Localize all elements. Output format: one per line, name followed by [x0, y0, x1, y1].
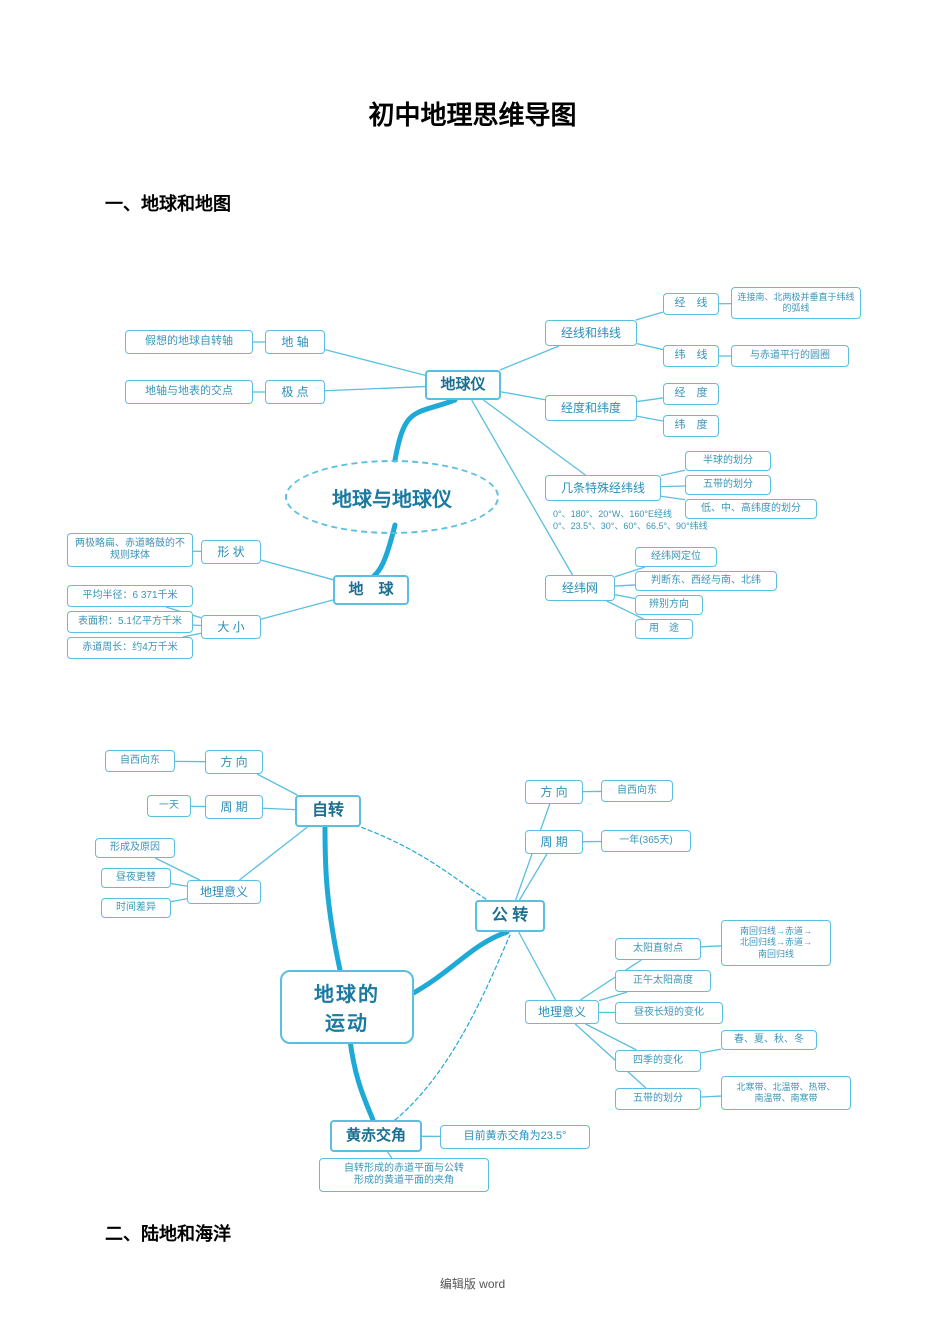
- node-obl_d: 目前黄赤交角为23.5°: [440, 1125, 590, 1149]
- node-lines: 经线和纬线: [545, 320, 637, 346]
- node-globe: 地球仪: [425, 370, 501, 400]
- node-vs1d: 南回归线→赤道→北回归线→赤道→南回归线: [721, 920, 831, 966]
- root-box: 地球的运动: [280, 970, 414, 1044]
- node-degrees: 经度和纬度: [545, 395, 637, 421]
- node-jdu: 经 度: [663, 383, 719, 405]
- node-size: 大 小: [201, 615, 261, 639]
- node-obl_n: 自转形成的赤道平面与公转形成的黄道平面的夹角: [319, 1158, 489, 1192]
- node-sp2: 五带的划分: [685, 475, 771, 495]
- node-rsig: 地理意义: [187, 880, 261, 904]
- node-vs5d: 北寒带、北温带、热带、南温带、南寒带: [721, 1076, 851, 1110]
- node-axis: 地 轴: [265, 330, 325, 354]
- diagram-earth-globe: 地球与地球仪 地球仪地 球 地 轴极 点 假想的地球自转轴地轴与地表的交点形 状大 小…: [95, 265, 855, 685]
- note: 0°、180°、20°W、160°E经线0°、23.5°、30°、60°、66.…: [553, 509, 773, 532]
- node-rsig1: 形成及原因: [95, 838, 175, 858]
- root-ellipse: 地球与地球仪: [285, 460, 499, 534]
- page-title: 初中地理思维导图: [0, 95, 945, 132]
- node-g2: 判断东、西经与南、北纬: [635, 571, 777, 591]
- node-g4: 用 途: [635, 619, 693, 639]
- node-wei_d: 与赤道平行的圆圈: [731, 345, 849, 367]
- node-pole_d: 地轴与地表的交点: [125, 380, 253, 404]
- node-shape_d: 两极略扁、赤道略鼓的不规则球体: [67, 533, 193, 567]
- node-rdir: 方 向: [205, 750, 263, 774]
- diagram-earth-motion: 地球的运动 自转公 转黄赤交角 方 向周 期地理意义 自西向东一天形成及原因昼夜更替时…: [95, 720, 855, 1190]
- node-vs1: 太阳直射点: [615, 938, 701, 960]
- node-obl: 黄赤交角: [330, 1120, 422, 1152]
- node-vdir_d: 自西向东: [601, 780, 673, 802]
- section-2-heading: 二、陆地和海洋: [105, 1220, 231, 1246]
- node-rper: 周 期: [205, 795, 263, 819]
- node-rdir_d: 自西向东: [105, 750, 175, 772]
- node-vs2: 正午太阳高度: [615, 970, 711, 992]
- node-earth: 地 球: [333, 575, 409, 605]
- node-size_d1: 平均半径：6 371千米: [67, 585, 193, 607]
- page: 初中地理思维导图 一、地球和地图 二、陆地和海洋 编辑版 word 地球与地球仪…: [0, 0, 945, 1337]
- node-vs4: 四季的变化: [615, 1050, 701, 1072]
- node-wei: 纬 线: [663, 345, 719, 367]
- node-vdir: 方 向: [525, 780, 583, 804]
- node-grid: 经纬网: [545, 575, 615, 601]
- node-vs5: 五带的划分: [615, 1088, 701, 1110]
- node-sp1: 半球的划分: [685, 451, 771, 471]
- node-g1: 经纬网定位: [635, 547, 717, 567]
- node-vs3: 昼夜长短的变化: [615, 1002, 723, 1024]
- node-special: 几条特殊经纬线: [545, 475, 661, 501]
- node-rsig2: 昼夜更替: [101, 868, 171, 888]
- node-wdu: 纬 度: [663, 415, 719, 437]
- node-jing_d: 连接南、北两极并垂直于纬线的弧线: [731, 287, 861, 319]
- node-vper_d: 一年(365天): [601, 830, 691, 852]
- node-rsig3: 时间差异: [101, 898, 171, 918]
- section-1-heading: 一、地球和地图: [105, 190, 231, 216]
- node-shape: 形 状: [201, 540, 261, 564]
- node-rper_d: 一天: [147, 795, 191, 817]
- node-g3: 辨别方向: [635, 595, 703, 615]
- node-rot: 自转: [295, 795, 361, 827]
- node-vs4d: 春、夏、秋、冬: [721, 1030, 817, 1050]
- node-axis_d: 假想的地球自转轴: [125, 330, 253, 354]
- node-size_d3: 赤道周长：约4万千米: [67, 637, 193, 659]
- node-vper: 周 期: [525, 830, 583, 854]
- node-vsig: 地理意义: [525, 1000, 599, 1024]
- node-pole: 极 点: [265, 380, 325, 404]
- node-rev: 公 转: [475, 900, 545, 932]
- node-size_d2: 表面积：5.1亿平方千米: [67, 611, 193, 633]
- footer-text: 编辑版 word: [0, 1275, 945, 1292]
- node-jing: 经 线: [663, 293, 719, 315]
